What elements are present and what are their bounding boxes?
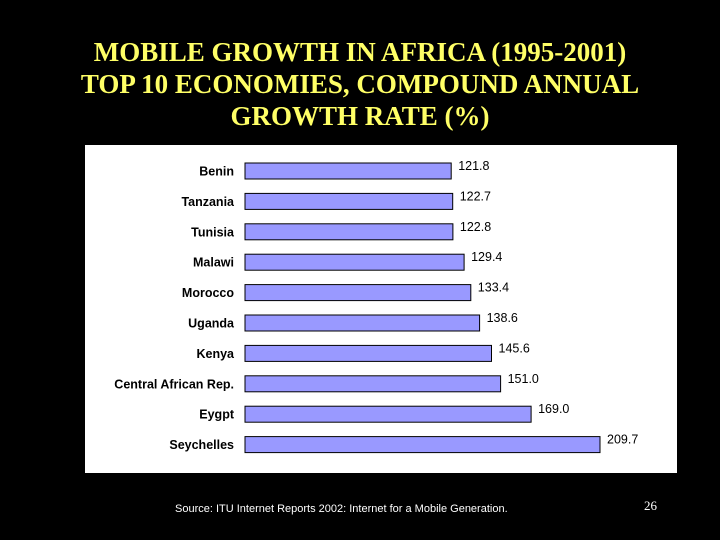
bar: [244, 192, 454, 210]
value-label: 122.7: [460, 189, 491, 203]
bar: [244, 253, 465, 271]
slide-title: MOBILE GROWTH IN AFRICA (1995-2001) TOP …: [0, 36, 720, 132]
bar: [244, 162, 452, 180]
chart-panel: Benin 121.8 Tanzania 122.7 Tunisia 122.8 Malaw…: [85, 145, 677, 473]
category-label: Malawi: [193, 256, 234, 270]
source-note: Source: ITU Internet Reports 2002: Inter…: [175, 503, 508, 515]
category-label: Eygpt: [199, 408, 235, 422]
title-line-2: TOP 10 ECONOMIES, COMPOUND ANNUAL: [80, 69, 640, 99]
bar: [244, 436, 601, 454]
bar: [244, 314, 481, 332]
category-label: Uganda: [188, 317, 235, 331]
category-label: Central African Rep.: [114, 377, 234, 391]
value-label: 133.4: [478, 281, 509, 295]
bar: [244, 405, 532, 423]
category-label: Tunisia: [191, 225, 235, 239]
value-label: 151.0: [508, 372, 539, 386]
category-label: Morocco: [182, 286, 234, 300]
value-label: 121.8: [458, 159, 489, 173]
bar: [244, 375, 502, 393]
category-label: Kenya: [196, 347, 235, 361]
bar: [244, 284, 472, 302]
title-line-1: MOBILE GROWTH IN AFRICA (1995-2001): [93, 37, 627, 67]
value-label: 209.7: [607, 433, 638, 447]
category-label: Tanzania: [181, 195, 235, 209]
value-label: 145.6: [499, 341, 530, 355]
page-number: 26: [644, 498, 657, 513]
category-label: Benin: [199, 165, 234, 179]
bar-chart: Benin 121.8 Tanzania 122.7 Tunisia 122.8 Malaw…: [114, 159, 638, 454]
bar: [244, 344, 492, 362]
value-label: 122.8: [460, 220, 491, 234]
title-line-3: GROWTH RATE (%): [230, 101, 490, 131]
category-label: Seychelles: [169, 438, 234, 452]
value-label: 129.4: [471, 250, 502, 264]
bar: [244, 223, 454, 241]
value-label: 169.0: [538, 402, 569, 416]
value-label: 138.6: [487, 311, 518, 325]
